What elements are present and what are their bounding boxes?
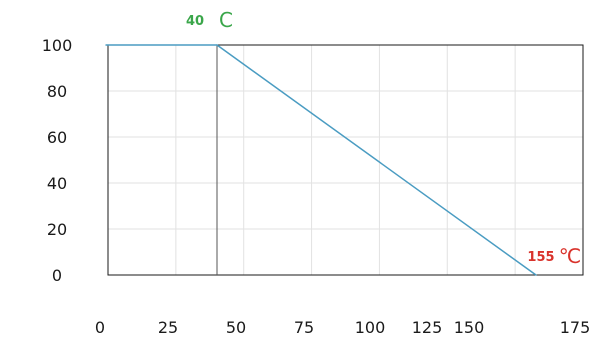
x-tick-label-0: 0	[95, 318, 105, 337]
x-tick-label-175: 175	[560, 318, 591, 337]
start-temperature-unit: C	[219, 8, 233, 32]
x-tick-label-75: 75	[294, 318, 314, 337]
grid-lines	[108, 44, 583, 276]
x-tick-label-150: 150	[454, 318, 485, 337]
y-tick-label-40: 40	[47, 174, 67, 193]
plot-frame	[107, 44, 584, 276]
y-tick-label-20: 20	[47, 220, 67, 239]
end-temperature-unit: ℃	[559, 244, 581, 268]
end-temperature-annotation: 155 ℃	[527, 244, 581, 268]
series-0-segment-1	[216, 44, 537, 276]
x-tick-label-100: 100	[355, 318, 386, 337]
y-tick-label-60: 60	[47, 128, 67, 147]
y-tick-label-100: 100	[42, 36, 73, 55]
x-axis-tick-labels: 0 25 50 75 100 125 150 175	[95, 318, 590, 337]
y-tick-label-80: 80	[47, 82, 67, 101]
start-temperature-value: 40	[186, 14, 204, 29]
x-tick-label-125: 125	[412, 318, 443, 337]
plot-border	[107, 44, 584, 276]
series-lines	[105, 44, 537, 276]
x-tick-label-50: 50	[226, 318, 246, 337]
y-tick-label-0: 0	[52, 266, 62, 285]
start-temperature-annotation: 40 C	[186, 8, 233, 32]
x-tick-label-25: 25	[158, 318, 178, 337]
y-axis-tick-labels: 0 20 40 60 80 100	[42, 36, 73, 285]
end-temperature-value: 155	[527, 250, 554, 265]
